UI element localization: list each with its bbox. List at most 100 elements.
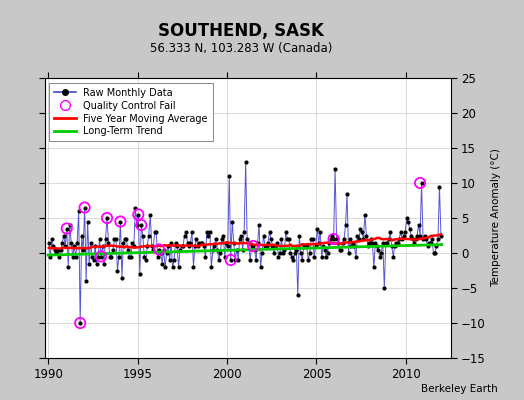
- Point: [293, 292, 302, 298]
- Point: [216, 250, 224, 256]
- Point: [185, 243, 193, 249]
- Point: [103, 215, 111, 221]
- Point: [129, 243, 138, 249]
- Point: [180, 232, 189, 239]
- Point: [238, 246, 247, 253]
- Point: [326, 236, 335, 242]
- Point: [141, 257, 150, 263]
- Point: [322, 253, 330, 260]
- Point: [146, 211, 155, 218]
- Point: [318, 253, 326, 260]
- Point: [337, 246, 345, 253]
- Point: [356, 225, 365, 232]
- Point: [397, 229, 405, 235]
- Point: [82, 278, 90, 284]
- Point: [276, 250, 284, 256]
- Point: [283, 236, 291, 242]
- Point: [297, 250, 305, 256]
- Point: [57, 246, 65, 253]
- Point: [79, 246, 88, 253]
- Point: [119, 239, 127, 246]
- Point: [379, 239, 387, 246]
- Point: [381, 239, 390, 246]
- Point: [265, 229, 274, 235]
- Point: [432, 243, 441, 249]
- Point: [352, 253, 360, 260]
- Point: [76, 320, 84, 326]
- Point: [133, 222, 141, 228]
- Point: [429, 250, 438, 256]
- Point: [263, 243, 271, 249]
- Text: Berkeley Earth: Berkeley Earth: [421, 384, 498, 394]
- Point: [431, 250, 439, 256]
- Point: [131, 204, 139, 211]
- Point: [295, 232, 303, 239]
- Point: [349, 239, 357, 246]
- Point: [282, 229, 290, 235]
- Point: [145, 232, 153, 239]
- Point: [140, 253, 148, 260]
- Point: [201, 253, 210, 260]
- Point: [249, 243, 257, 249]
- Point: [316, 229, 324, 235]
- Point: [350, 243, 358, 249]
- Point: [428, 236, 436, 242]
- Point: [395, 236, 403, 242]
- Point: [271, 243, 280, 249]
- Point: [91, 243, 99, 249]
- Point: [280, 246, 289, 253]
- Point: [150, 229, 159, 235]
- Point: [228, 218, 236, 225]
- Point: [121, 236, 129, 242]
- Point: [166, 257, 174, 263]
- Point: [51, 246, 59, 253]
- Point: [62, 225, 71, 232]
- Point: [422, 236, 430, 242]
- Point: [331, 166, 340, 172]
- Point: [167, 239, 176, 246]
- Point: [179, 243, 187, 249]
- Legend: Raw Monthly Data, Quality Control Fail, Five Year Moving Average, Long-Term Tren: Raw Monthly Data, Quality Control Fail, …: [49, 83, 213, 141]
- Point: [343, 190, 351, 197]
- Point: [355, 236, 363, 242]
- Point: [270, 250, 278, 256]
- Point: [268, 243, 277, 249]
- Point: [155, 246, 163, 253]
- Point: [52, 250, 60, 256]
- Point: [137, 222, 146, 228]
- Point: [159, 246, 168, 253]
- Point: [164, 243, 172, 249]
- Y-axis label: Temperature Anomaly (°C): Temperature Anomaly (°C): [492, 148, 501, 288]
- Point: [298, 257, 307, 263]
- Point: [413, 232, 421, 239]
- Point: [353, 232, 362, 239]
- Point: [416, 232, 424, 239]
- Point: [113, 267, 122, 274]
- Point: [60, 232, 68, 239]
- Point: [386, 229, 395, 235]
- Point: [313, 225, 321, 232]
- Point: [74, 208, 83, 214]
- Point: [434, 236, 442, 242]
- Point: [125, 253, 134, 260]
- Text: 56.333 N, 103.283 W (Canada): 56.333 N, 103.283 W (Canada): [150, 42, 332, 55]
- Point: [240, 229, 248, 235]
- Point: [48, 236, 56, 242]
- Point: [233, 246, 241, 253]
- Point: [182, 229, 190, 235]
- Point: [359, 236, 368, 242]
- Point: [99, 243, 107, 249]
- Point: [376, 253, 384, 260]
- Point: [256, 264, 265, 270]
- Point: [81, 204, 89, 211]
- Point: [210, 243, 219, 249]
- Point: [288, 253, 296, 260]
- Point: [325, 239, 333, 246]
- Point: [261, 243, 269, 249]
- Point: [334, 239, 342, 246]
- Point: [418, 180, 426, 186]
- Point: [143, 243, 151, 249]
- Point: [46, 253, 54, 260]
- Point: [234, 257, 243, 263]
- Point: [425, 239, 433, 246]
